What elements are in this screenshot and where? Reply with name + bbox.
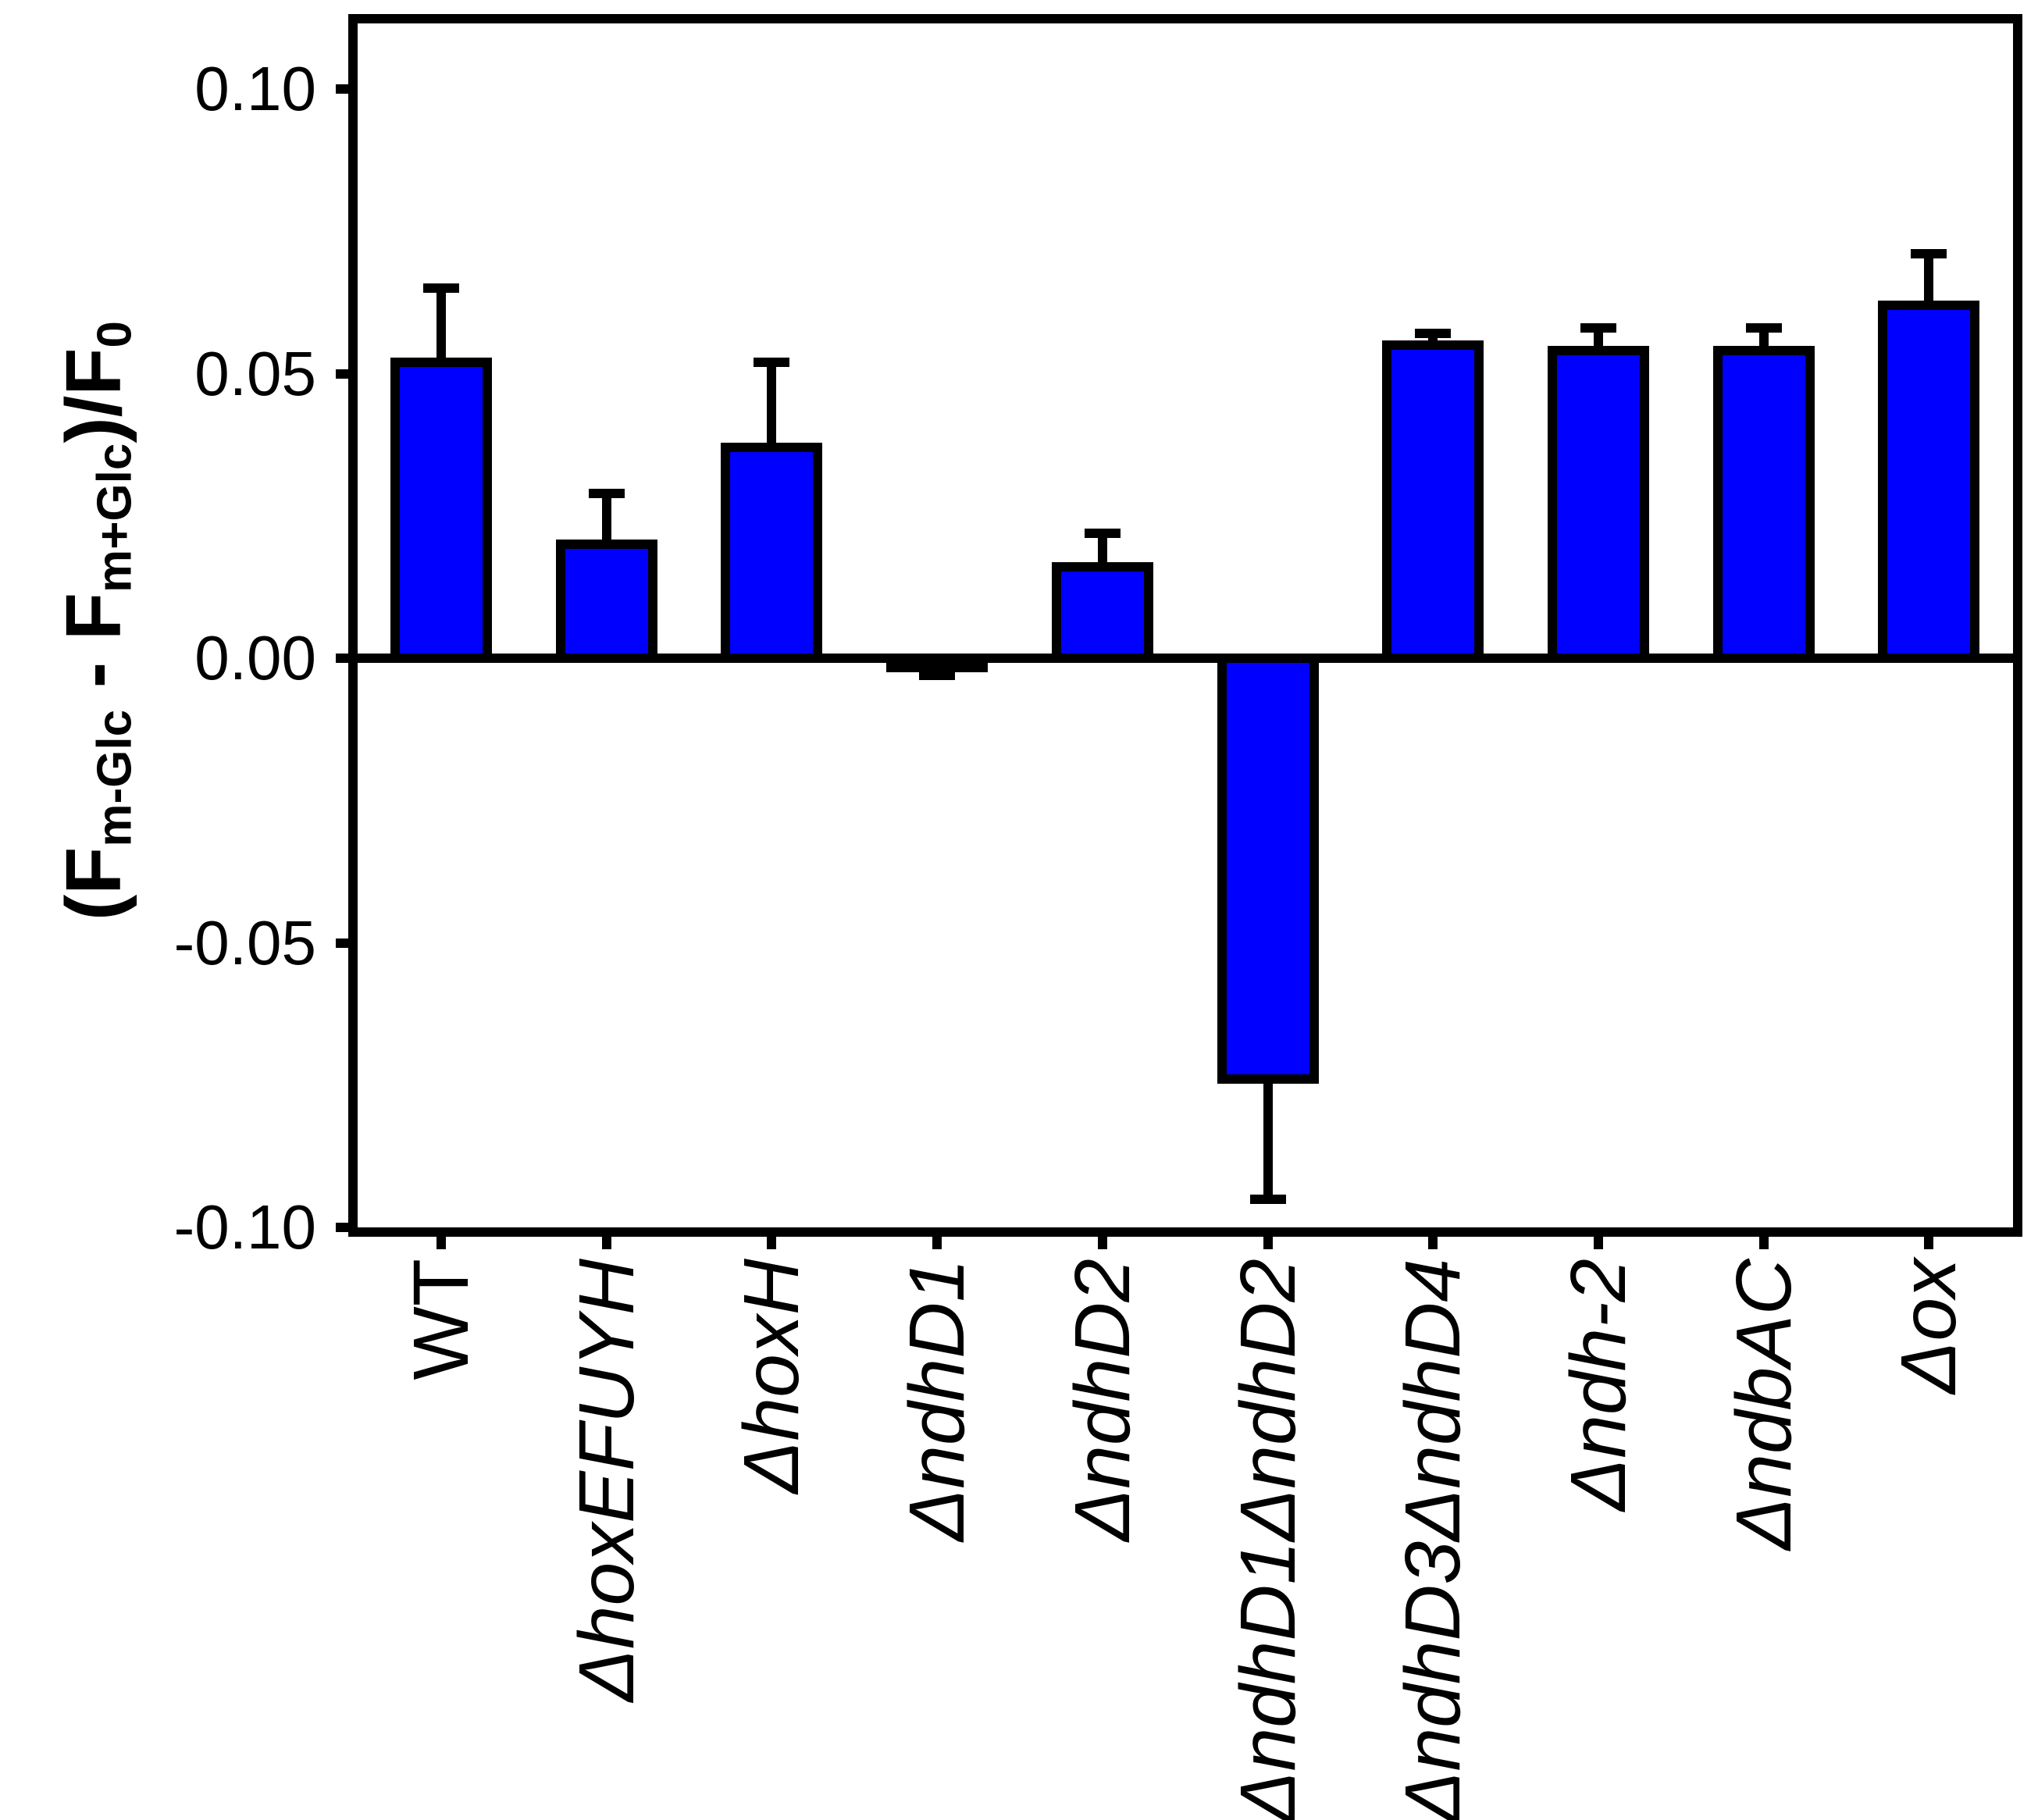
error-bar-cap [1249, 1194, 1286, 1204]
y-axis-title-text: (F [50, 846, 137, 921]
x-category-label: ΔndhD2 [1058, 1259, 1146, 1541]
error-bar-cap [423, 283, 459, 294]
plot-frame [348, 14, 2022, 1237]
x-tick-mark [1924, 1237, 1934, 1249]
x-category-label: ΔndbAC [1719, 1259, 1808, 1550]
y-tick-label: -0.10 [173, 1192, 316, 1262]
x-tick-mark [1593, 1237, 1603, 1249]
x-tick-mark [1758, 1237, 1769, 1249]
bar [1878, 301, 1980, 663]
error-bar-cap [1745, 323, 1782, 333]
x-category-label: WT [397, 1259, 485, 1380]
x-tick-mark [932, 1237, 942, 1249]
error-bar-whisker [1263, 1073, 1273, 1199]
y-tick-mark [336, 1223, 348, 1232]
y-axis-title-subscript: 0 [87, 321, 142, 348]
bar [390, 357, 492, 663]
x-tick-mark [767, 1237, 777, 1249]
error-bar-cap [1580, 323, 1616, 333]
x-tick-mark [1428, 1237, 1438, 1249]
x-category-label: ΔndhD1 [893, 1259, 982, 1541]
error-bar-cap [1911, 249, 1947, 259]
y-tick-mark [336, 938, 348, 948]
error-bar-whisker [601, 493, 611, 551]
y-tick-label: 0.05 [194, 338, 316, 408]
y-tick-label: 0.10 [194, 54, 316, 123]
error-bar-cap [588, 488, 625, 498]
error-bar-whisker [436, 288, 446, 369]
error-bar-whisker [767, 362, 777, 454]
x-category-label: ΔhoxEFUYH [562, 1259, 650, 1702]
y-axis-title-text: )/F [50, 347, 137, 443]
bar [1382, 340, 1484, 663]
error-bar-cap [1415, 329, 1452, 339]
x-category-label: Δndh-2 [1554, 1259, 1642, 1511]
x-category-label-anchor: Δox [1885, 1259, 2021, 1394]
y-axis-title: (Fm-Glc - Fm+Glc)/F0 [43, 321, 166, 921]
y-tick-mark [336, 84, 348, 94]
x-category-label: Δox [1885, 1259, 1973, 1394]
x-category-label: ΔndhD1ΔndhD2 [1224, 1259, 1312, 1820]
y-tick-mark [336, 654, 348, 663]
y-axis-title-text: - F [50, 592, 137, 710]
plot-area [358, 23, 2013, 1227]
y-tick-label: -0.05 [173, 907, 316, 978]
bar [1217, 654, 1319, 1085]
y-axis-title-anchor: (Fm-Glc - Fm+Glc)/F0 [43, 321, 643, 921]
bar [1712, 346, 1815, 663]
error-bar-cap [1084, 528, 1121, 538]
y-axis-title-subscript: m-Glc [87, 709, 142, 847]
x-tick-mark [1263, 1237, 1273, 1249]
bar [1547, 346, 1649, 663]
x-tick-mark [601, 1237, 611, 1249]
y-axis-title-subscript: m+Glc [87, 443, 142, 593]
error-bar-cap [919, 670, 956, 680]
y-tick-mark [336, 369, 348, 379]
x-tick-mark [1097, 1237, 1107, 1249]
bar [1051, 562, 1153, 663]
x-category-label: ΔhoxH [728, 1259, 816, 1494]
error-bar-whisker [1924, 254, 1934, 312]
x-tick-mark [436, 1237, 446, 1249]
error-bar-cap [754, 357, 790, 367]
bar [886, 654, 989, 672]
x-category-label: ΔndhD3ΔndhD4 [1389, 1259, 1477, 1820]
x-category-label-anchor: WT [397, 1259, 519, 1380]
bar [721, 443, 823, 663]
bar [555, 540, 657, 663]
y-tick-label: 0.00 [194, 623, 316, 693]
